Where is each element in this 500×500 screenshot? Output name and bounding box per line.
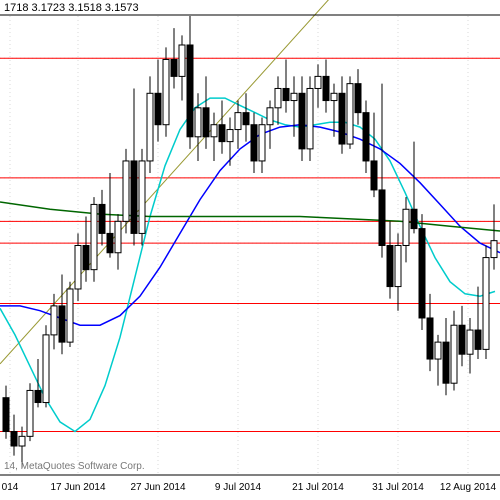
x-axis-label: 17 Jun 2014 <box>50 482 105 493</box>
chart-canvas: 1718 3.1723 3.1518 3.1573 014 17 Jun 2014 2… <box>0 0 500 500</box>
x-axis-label: 21 Jul 2014 <box>292 482 344 493</box>
x-axis-label: 9 Jul 2014 <box>215 482 262 493</box>
copyright-text: 14, MetaQuotes Software Corp. <box>4 461 145 472</box>
x-axis-label: 31 Jul 2014 <box>372 482 424 493</box>
x-axis-label: 27 Jun 2014 <box>130 482 185 493</box>
x-axis-label: 12 Aug 2014 <box>440 482 497 493</box>
price-chart[interactable]: 1718 3.1723 3.1518 3.1573 014 17 Jun 2014 2… <box>0 0 500 500</box>
x-axis-label: 014 <box>2 482 19 493</box>
ohlc-values: 1718 3.1723 3.1518 3.1573 <box>4 2 139 14</box>
